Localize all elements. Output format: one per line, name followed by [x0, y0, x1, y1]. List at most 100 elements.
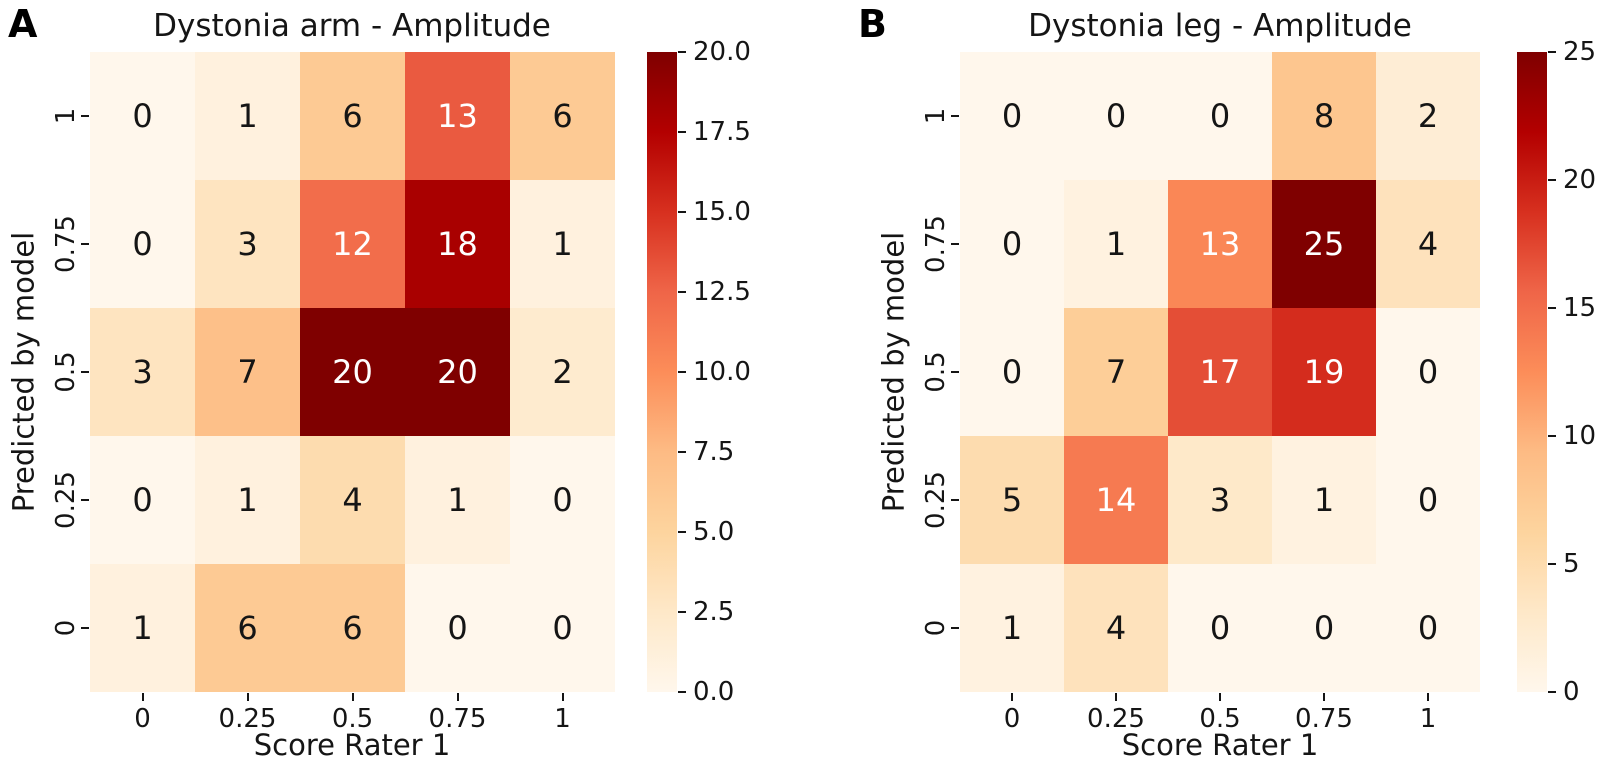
heatmap-cell: 0	[1168, 564, 1272, 692]
colorbar-tick-mark	[1548, 179, 1556, 181]
x-tick-label: 0.5	[331, 704, 374, 734]
panel-letter: B	[858, 2, 887, 46]
x-tick-mark	[1323, 693, 1325, 701]
heatmap-cell: 6	[510, 52, 615, 180]
heatmap-cell: 2	[510, 308, 615, 436]
y-tick-mark	[951, 371, 959, 373]
heatmap-cell: 19	[1272, 308, 1376, 436]
colorbar-tick-mark	[678, 371, 686, 373]
heatmap-cell: 13	[405, 52, 510, 180]
colorbar-tick-mark	[678, 51, 686, 53]
x-tick-mark	[456, 693, 459, 701]
colorbar-tick-label: 10.0	[693, 357, 751, 387]
y-tick-mark	[81, 371, 89, 373]
heatmap-cell: 6	[300, 52, 405, 180]
heatmap-cell: 0	[510, 436, 615, 564]
heatmap-cell: 4	[300, 436, 405, 564]
heatmap-cell: 20	[300, 308, 405, 436]
heatmap-cell: 0	[1376, 564, 1480, 692]
colorbar-tick-label: 0.0	[693, 677, 735, 707]
y-tick-label: 0.25	[51, 471, 81, 529]
heatmap-cell: 17	[1168, 308, 1272, 436]
heatmap-cell: 0	[90, 180, 195, 308]
colorbar-tick-mark	[678, 291, 686, 293]
heatmap-cell: 1	[1272, 436, 1376, 564]
heatmap-cell: 13	[1168, 180, 1272, 308]
colorbar-tick-mark	[1548, 563, 1556, 565]
x-tick-mark	[1011, 693, 1013, 701]
colorbar-tick-label: 25	[1563, 37, 1597, 67]
heatmap-cell: 0	[960, 180, 1064, 308]
y-axis-label: Predicted by model	[876, 231, 911, 513]
y-tick-label: 0.25	[921, 471, 951, 529]
y-tick-mark	[951, 115, 959, 117]
colorbar-tick-label: 20	[1563, 165, 1597, 195]
heatmap-cell: 1	[960, 564, 1064, 692]
heatmap-cell: 0	[960, 52, 1064, 180]
y-tick-label: 0.5	[51, 351, 81, 393]
chart-title: Dystonia leg - Amplitude	[1028, 8, 1412, 44]
x-tick-mark	[561, 693, 564, 701]
heatmap-cell: 18	[405, 180, 510, 308]
x-tick-label: 0	[1003, 704, 1021, 734]
heatmap-cell: 8	[1272, 52, 1376, 180]
colorbar-tick-label: 2.5	[693, 597, 735, 627]
x-tick-label: 0	[134, 704, 151, 734]
y-tick-mark	[81, 499, 89, 501]
x-axis-label: Score Rater 1	[253, 728, 451, 760]
colorbar-tick-mark	[678, 211, 686, 213]
x-tick-label: 0.25	[1087, 704, 1145, 734]
heatmap-cell: 0	[1376, 436, 1480, 564]
colorbar-tick-mark	[678, 451, 686, 453]
heatmap-cell: 4	[1064, 564, 1168, 692]
heatmap-cell: 1	[195, 436, 300, 564]
colorbar-tick-label: 0	[1563, 677, 1580, 707]
heatmap-cell: 1	[195, 52, 300, 180]
y-tick-label: 1	[921, 107, 951, 125]
colorbar-tick-mark	[678, 691, 686, 693]
y-tick-label: 0.5	[921, 351, 951, 393]
heatmap-cell: 5	[960, 436, 1064, 564]
colorbar-tick-mark	[1548, 307, 1556, 309]
y-tick-mark	[951, 243, 959, 245]
y-tick-mark	[81, 627, 89, 629]
x-tick-mark	[141, 693, 144, 701]
heatmap-cell: 1	[510, 180, 615, 308]
colorbar-tick-label: 12.5	[693, 277, 751, 307]
x-axis-label: Score Rater 1	[1121, 728, 1319, 760]
y-tick-label: 0	[921, 619, 951, 637]
y-tick-mark	[81, 115, 89, 117]
y-tick-label: 1	[51, 107, 81, 125]
heatmap-cell: 0	[90, 436, 195, 564]
heatmap-cell: 0	[1272, 564, 1376, 692]
y-tick-label: 0	[51, 619, 81, 637]
y-tick-mark	[951, 499, 959, 501]
y-tick-mark	[951, 627, 959, 629]
y-axis-label: Predicted by model	[6, 231, 41, 513]
colorbar	[647, 52, 677, 692]
heatmap-cell: 20	[405, 308, 510, 436]
heatmap-cell: 6	[195, 564, 300, 692]
colorbar-tick-label: 17.5	[693, 117, 751, 147]
heatmap-cell: 1	[90, 564, 195, 692]
x-tick-mark	[351, 693, 354, 701]
colorbar	[1517, 52, 1547, 692]
x-tick-mark	[1115, 693, 1117, 701]
colorbar-tick-label: 5.0	[693, 517, 735, 547]
heatmap-grid: 0 0 0 8 2 0 1 13 25 4 0 7 17 19 0 5 14 3 1 0 1 4 0 0 0	[960, 52, 1480, 692]
colorbar-tick-mark	[678, 531, 686, 533]
x-tick-label: 1	[554, 704, 571, 734]
heatmap-cell: 2	[1376, 52, 1480, 180]
heatmap-cell: 6	[300, 564, 405, 692]
colorbar-tick-label: 5	[1563, 549, 1580, 579]
heatmap-cell: 3	[195, 180, 300, 308]
colorbar-tick-label: 7.5	[693, 437, 735, 467]
x-tick-label: 0.25	[218, 704, 277, 734]
panel-letter: A	[8, 2, 38, 46]
heatmap-cell: 0	[1064, 52, 1168, 180]
y-tick-mark	[81, 243, 89, 245]
heatmap-cell: 0	[405, 564, 510, 692]
x-tick-mark	[246, 693, 249, 701]
x-tick-label: 0.5	[1199, 704, 1241, 734]
